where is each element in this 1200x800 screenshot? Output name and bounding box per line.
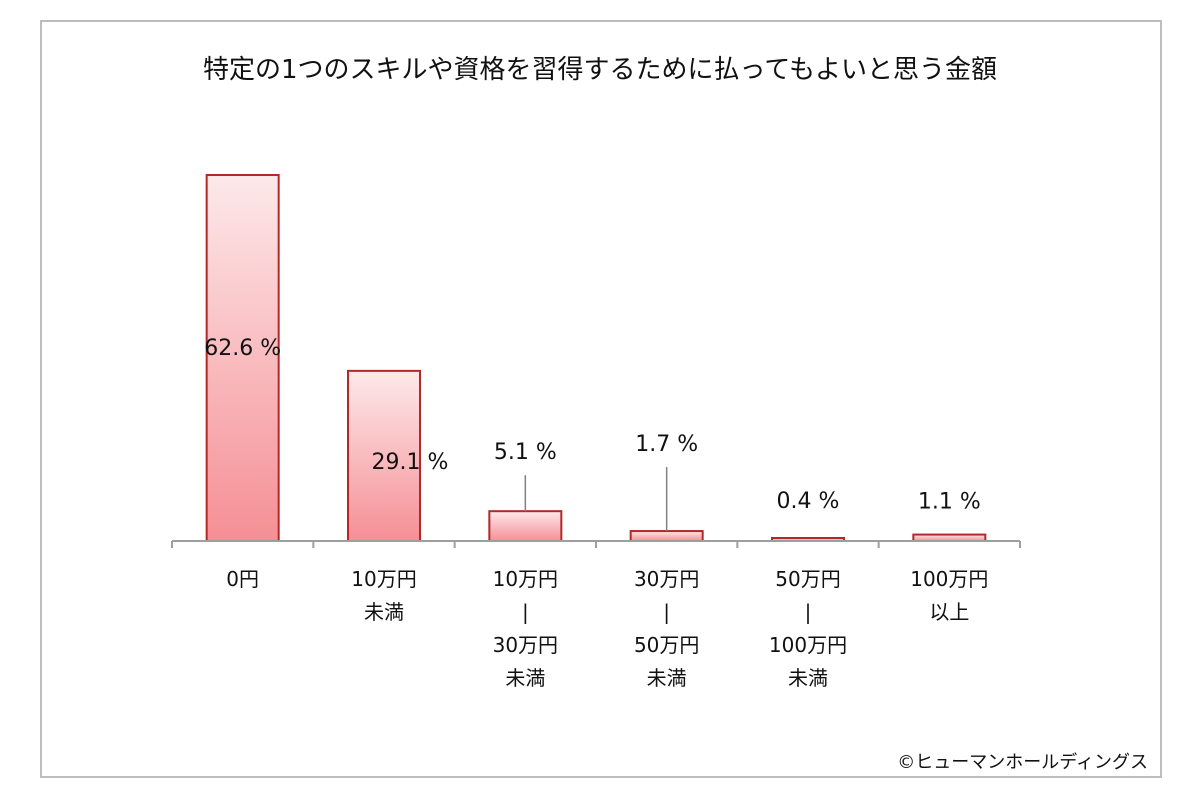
category-label: 50万円 bbox=[634, 633, 699, 657]
category-label: 30万円 bbox=[493, 633, 558, 657]
data-label: 0.4 % bbox=[777, 489, 840, 514]
data-label: 5.1 % bbox=[494, 440, 557, 465]
category-label: | bbox=[522, 600, 529, 624]
bar bbox=[629, 530, 704, 543]
category-label: 100万円 bbox=[910, 567, 988, 591]
category-label: 0円 bbox=[226, 567, 259, 591]
category-label: 未満 bbox=[505, 666, 545, 690]
chart-title: 特定の1つのスキルや資格を習得するために払ってもよいと思う金額 bbox=[203, 55, 997, 85]
data-label: 1.7 % bbox=[635, 432, 698, 457]
bar bbox=[205, 174, 280, 542]
category-label: 10万円 bbox=[351, 567, 416, 591]
bars-layer bbox=[205, 174, 987, 543]
category-label: 未満 bbox=[364, 600, 404, 624]
data-label: 29.1 % bbox=[372, 450, 449, 475]
category-label: | bbox=[805, 600, 812, 624]
category-label: 10万円 bbox=[493, 567, 558, 591]
category-label: 30万円 bbox=[634, 567, 699, 591]
axis-layer bbox=[171, 540, 1021, 548]
bar bbox=[347, 369, 421, 542]
category-label: 未満 bbox=[788, 666, 828, 690]
data-label: 1.1 % bbox=[918, 490, 981, 515]
category-label: 未満 bbox=[647, 666, 687, 690]
data-label: 62.6 % bbox=[204, 336, 281, 361]
category-label: | bbox=[663, 600, 670, 624]
category-label: 100万円 bbox=[769, 633, 847, 657]
category-label: 50万円 bbox=[775, 567, 840, 591]
category-label: 以上 bbox=[929, 600, 969, 624]
copyright-text: ©ヒューマンホールディングス bbox=[897, 752, 1148, 773]
bar bbox=[488, 510, 563, 542]
